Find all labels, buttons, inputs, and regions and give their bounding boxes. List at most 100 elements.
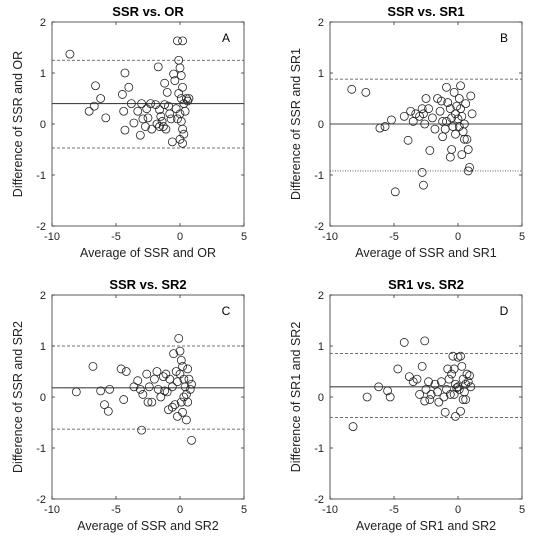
data-point [433,387,442,397]
data-point [135,130,145,140]
data-point [403,135,413,145]
data-point [457,150,467,160]
y-axis-label: Difference of SSR and SR1 [289,48,303,200]
data-point [361,87,371,97]
data-point [160,78,170,88]
data-point [456,406,465,416]
data-point [420,336,430,346]
data-point [178,36,187,46]
data-point [88,361,98,371]
data-point [161,124,171,134]
data-point [451,411,460,421]
y-axis-label: Difference of SSR and OR [11,51,25,197]
data-point [461,395,471,404]
data-point [155,122,164,131]
data-point [443,98,453,107]
data-point [459,119,469,129]
x-tick-label: 0 [177,231,183,243]
data-point [419,180,428,190]
data-point [152,119,162,129]
data-point [147,397,157,407]
data-point [425,146,435,155]
data-point [171,104,181,114]
y-tick-label: 0 [318,119,324,131]
data-point [430,124,440,134]
data-point [119,106,129,116]
data-point [438,117,448,126]
data-point [142,104,152,114]
data-point [461,99,471,108]
x-tick-label: -10 [322,231,338,243]
x-tick-label: -5 [389,231,399,243]
data-point [170,400,180,410]
data-point [458,127,468,137]
data-point [462,134,472,144]
data-point [348,422,358,431]
y-tick-label: 1 [40,68,46,80]
data-point [463,166,473,176]
data-point [380,122,390,131]
data-point [421,384,431,394]
x-tick-label: 5 [241,504,247,516]
data-point [459,134,469,144]
x-tick-label: 0 [455,504,461,516]
data-point [183,96,193,106]
x-tick-label: 5 [241,231,247,243]
data-point [143,113,153,123]
y-tick-label: 0 [40,119,46,131]
data-point [399,338,409,347]
data-point [421,94,431,103]
y-tick-label: -2 [314,221,324,233]
data-point [96,94,106,103]
data-point [181,94,191,103]
data-point [169,349,179,359]
data-point [157,117,167,126]
y-tick-label: -1 [314,170,324,182]
data-point [375,123,385,133]
data-point [454,94,464,103]
data-point [120,68,130,78]
data-point [440,407,450,417]
data-point [91,81,100,91]
data-point [160,100,170,110]
data-point [173,36,182,46]
data-point [118,90,127,99]
data-point [143,397,153,407]
data-point [463,377,473,387]
x-tick-label: 0 [455,231,461,243]
data-point [453,352,463,362]
data-point [170,76,180,86]
data-point [124,82,134,92]
y-tick-label: 2 [318,290,324,302]
x-tick-label: -5 [111,504,121,516]
data-point [137,99,147,108]
data-point [447,369,457,379]
data-point [158,372,168,382]
data-point [184,374,194,384]
data-point [119,395,129,404]
data-point [174,333,184,343]
data-point [417,168,427,177]
x-tick-label: -10 [322,504,338,516]
data-point [436,96,446,106]
data-point [116,364,126,374]
data-point [417,361,427,371]
data-point [173,411,182,421]
data-point [430,379,440,389]
data-point [415,390,425,399]
y-tick-label: -2 [314,494,324,506]
data-point [135,384,145,394]
data-point [445,104,455,114]
y-tick-label: 0 [40,392,46,404]
data-point [456,81,465,91]
data-point [178,82,187,92]
data-point [457,111,467,121]
data-point [166,114,176,124]
data-point [126,99,136,108]
y-tick-label: -2 [36,221,46,233]
data-point [181,415,191,425]
x-tick-label: -10 [44,231,60,243]
panel-title: SSR vs. SR2 [109,277,186,292]
data-point [427,113,437,123]
